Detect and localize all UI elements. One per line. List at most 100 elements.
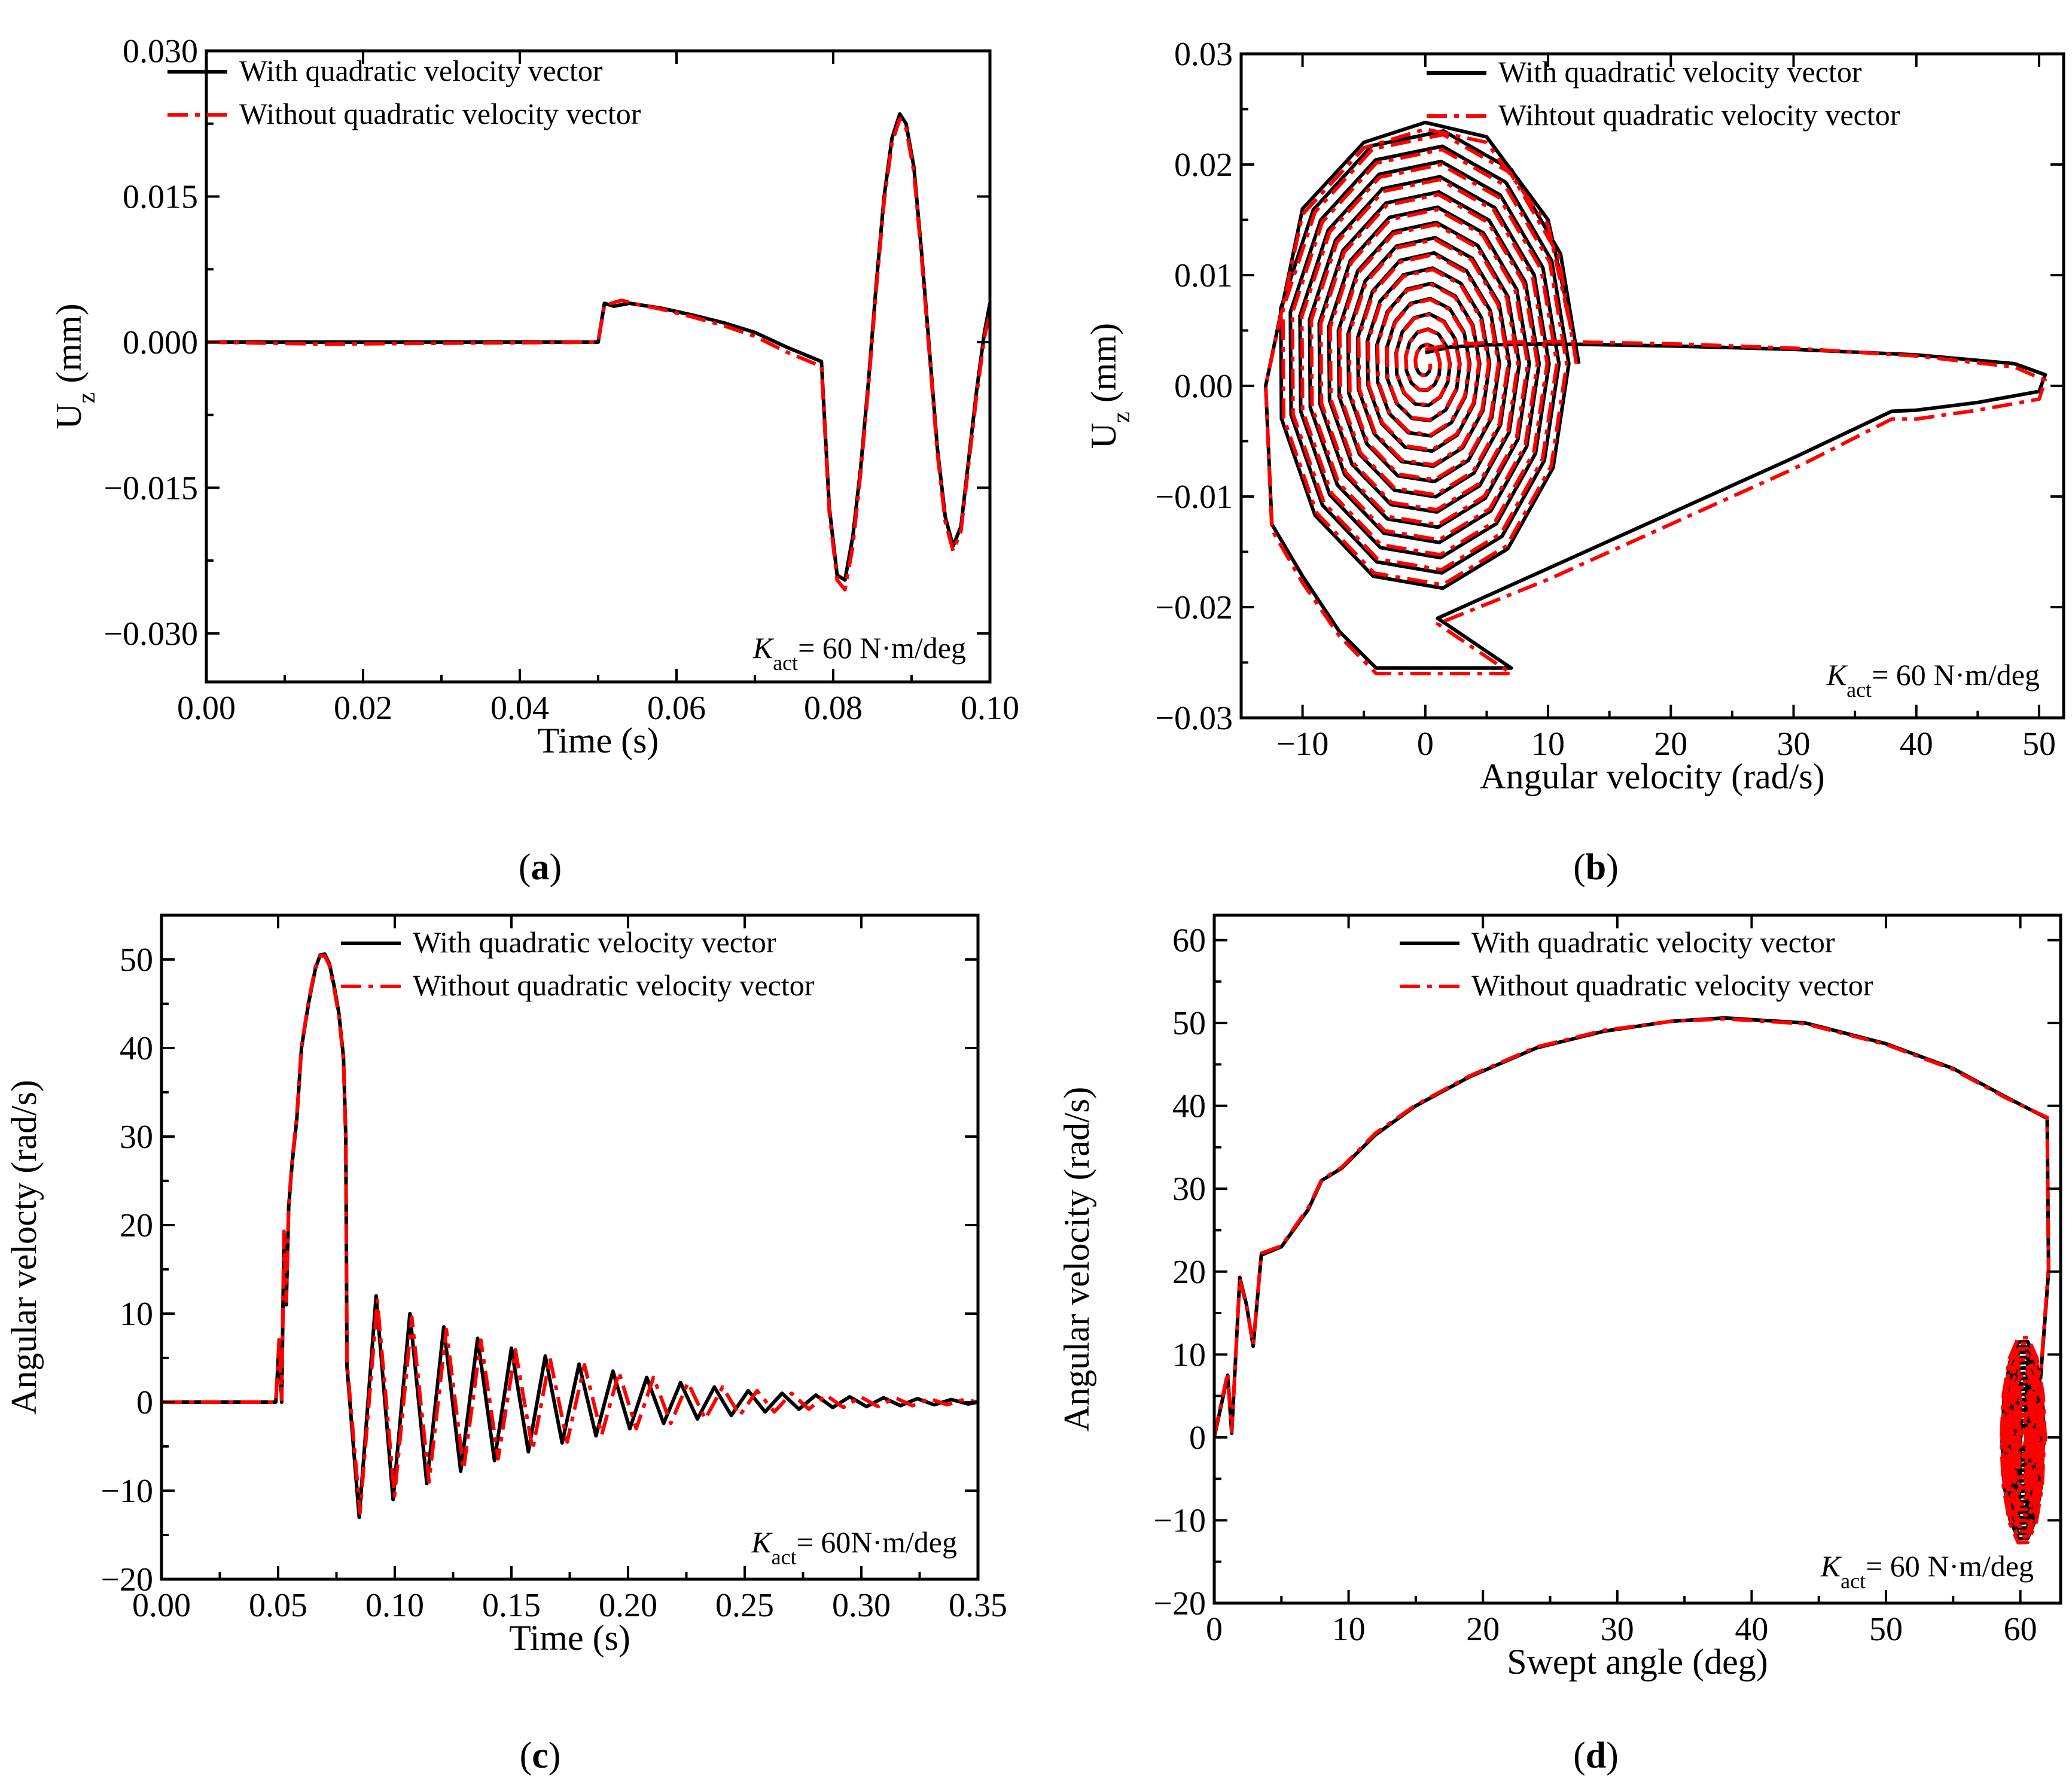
x-tick-label: 40 bbox=[1900, 726, 1933, 763]
x-tick-label: 0.00 bbox=[132, 1587, 191, 1624]
legend-label: With quadratic velocity vector bbox=[239, 54, 603, 87]
kact-subscript: act bbox=[1846, 678, 1872, 702]
y-tick-label: −0.030 bbox=[103, 616, 198, 653]
y-axis-label-subscript: z bbox=[1108, 412, 1135, 423]
kact-annotation: Kact= 60N·m/deg bbox=[751, 1525, 957, 1569]
x-tick-label: 30 bbox=[1601, 1611, 1634, 1648]
x-tick-label: 20 bbox=[1654, 726, 1687, 763]
y-tick-label: 30 bbox=[1172, 1171, 1206, 1208]
x-tick-label: 0 bbox=[1206, 1611, 1223, 1648]
series-with-line bbox=[1214, 1016, 2050, 1541]
kact-annotation: Kact= 60 N·m/deg bbox=[1826, 658, 2040, 702]
x-tick-label: 0.25 bbox=[715, 1587, 774, 1624]
kact-subscript: act bbox=[772, 1545, 797, 1569]
kact-value: = 60 N·m/deg bbox=[1866, 1549, 2034, 1583]
panel-label-open: ( bbox=[1573, 847, 1586, 888]
panel-label-open: ( bbox=[519, 847, 531, 888]
kact-value: = 60 N·m/deg bbox=[798, 631, 966, 665]
x-axis-label: Angular velocity (rad/s) bbox=[1480, 757, 1824, 796]
panel-label-open: ( bbox=[1573, 1735, 1586, 1776]
panel-label: (a) bbox=[519, 847, 562, 888]
legend-label: Without quadratic velocity vector bbox=[1471, 968, 1873, 1002]
kact-value: = 60 N·m/deg bbox=[1872, 658, 2040, 692]
y-tick-label: 40 bbox=[1172, 1088, 1206, 1125]
x-tick-label: 0.04 bbox=[490, 690, 549, 727]
y-tick-label: 0.01 bbox=[1174, 257, 1233, 294]
axes-frame bbox=[1212, 913, 2062, 1605]
panel-label-letter: d bbox=[1586, 1735, 1606, 1776]
y-axis-label: Angular velocity (rad/s) bbox=[1057, 1087, 1096, 1431]
y-tick-label: 0.000 bbox=[123, 324, 198, 361]
series-without-line bbox=[162, 954, 978, 1515]
x-tick-label: 50 bbox=[1869, 1611, 1903, 1648]
legend-label: Without quadratic velocity vector bbox=[239, 97, 641, 130]
kact-symbol: K bbox=[751, 1525, 773, 1559]
plot-area bbox=[206, 112, 990, 592]
x-tick-label: 0.02 bbox=[334, 690, 392, 727]
x-tick-label: 30 bbox=[1777, 726, 1811, 763]
panel-label: (d) bbox=[1573, 1735, 1619, 1776]
panel-c: 0.00 0.05 0.10 0.15 0.20 0.25 0.30 0.35 −20 −10 0 1… bbox=[4, 913, 1007, 1776]
y-axis-label: Uz (mm) bbox=[1084, 323, 1135, 449]
panel-label-close: ) bbox=[550, 847, 562, 888]
legend-label: Wihtout quadratic velocity vector bbox=[1498, 98, 1900, 132]
plot-area bbox=[1264, 120, 2047, 675]
x-tick-label: 0.10 bbox=[365, 1587, 424, 1624]
y-tick-label: −20 bbox=[1153, 1585, 1206, 1622]
x-tick-label: 10 bbox=[1531, 726, 1565, 763]
kact-symbol: K bbox=[1826, 658, 1848, 692]
kact-annotation: Kact= 60 N·m/deg bbox=[1820, 1549, 2034, 1593]
y-tick-label: −0.015 bbox=[103, 470, 198, 507]
y-axis-label: Angular velocty (rad/s) bbox=[4, 1080, 44, 1415]
x-tick-label: 0.20 bbox=[599, 1587, 657, 1624]
legend-label: Without quadratic velocity vector bbox=[413, 968, 815, 1002]
y-tick-label: −0.01 bbox=[1155, 479, 1233, 516]
panel-label-open: ( bbox=[520, 1735, 532, 1776]
x-tick-label: 0.15 bbox=[482, 1587, 541, 1624]
x-tick-label: 60 bbox=[2004, 1611, 2037, 1648]
series-without-line bbox=[206, 117, 990, 592]
x-tick-label: 0.35 bbox=[949, 1587, 1007, 1624]
y-tick-label: 10 bbox=[1172, 1336, 1206, 1373]
axes-frame bbox=[205, 49, 992, 684]
series-without-line bbox=[1214, 1017, 2050, 1545]
kact-subscript: act bbox=[773, 651, 798, 675]
x-tick-label: 20 bbox=[1466, 1611, 1500, 1648]
y-tick-label: 0.015 bbox=[123, 178, 198, 215]
y-tick-label: −0.03 bbox=[1155, 700, 1233, 737]
y-tick-label: 40 bbox=[120, 1030, 153, 1067]
y-tick-label: 0 bbox=[1189, 1419, 1206, 1457]
panel-label-close: ) bbox=[1606, 1735, 1619, 1776]
y-axis-label-main: U bbox=[1084, 423, 1123, 449]
legend-label: With quadratic velocity vector bbox=[413, 925, 776, 959]
y-tick-label: 30 bbox=[120, 1119, 153, 1156]
panel-label: (c) bbox=[520, 1735, 561, 1776]
kact-symbol: K bbox=[1820, 1549, 1842, 1583]
panel-label-letter: a bbox=[531, 847, 550, 888]
y-tick-label: 20 bbox=[120, 1207, 153, 1244]
y-tick-label: 50 bbox=[120, 942, 153, 979]
x-tick-label: 0.06 bbox=[647, 690, 706, 727]
y-axis-label-unit: (mm) bbox=[49, 303, 89, 392]
panel-label-close: ) bbox=[1606, 847, 1619, 888]
x-tick-label: 0.10 bbox=[961, 690, 1019, 727]
y-tick-label: −0.02 bbox=[1155, 589, 1233, 626]
x-tick-label: 0 bbox=[1417, 726, 1434, 763]
x-tick-label: 0.08 bbox=[804, 690, 863, 727]
y-axis-label-main: U bbox=[49, 403, 89, 429]
y-tick-label: 0.03 bbox=[1174, 36, 1233, 73]
panel-d: 0 10 20 30 40 50 60 −20 −10 0 10 20 30 40 50 60 Swept an… bbox=[1057, 913, 2062, 1776]
y-tick-label: 0 bbox=[136, 1384, 153, 1421]
y-axis-label: Uz (mm) bbox=[49, 303, 100, 429]
panel-label-letter: c bbox=[532, 1735, 549, 1776]
panel-b: −10 0 10 20 30 40 50 −0.03 −0.02 −0.01 0.00 0.01 0.0… bbox=[1084, 36, 2065, 888]
y-tick-label: 0.02 bbox=[1174, 147, 1233, 184]
series-without-line bbox=[1264, 127, 2047, 675]
x-tick-label: 0.00 bbox=[177, 690, 236, 727]
x-tick-label: −10 bbox=[1276, 726, 1329, 763]
x-axis-label: Time (s) bbox=[509, 1618, 630, 1658]
series-with-line bbox=[206, 112, 990, 582]
y-axis-label-unit: (mm) bbox=[1084, 323, 1123, 412]
kact-symbol: K bbox=[752, 631, 775, 665]
kact-annotation: Kact= 60 N·m/deg bbox=[752, 631, 966, 675]
